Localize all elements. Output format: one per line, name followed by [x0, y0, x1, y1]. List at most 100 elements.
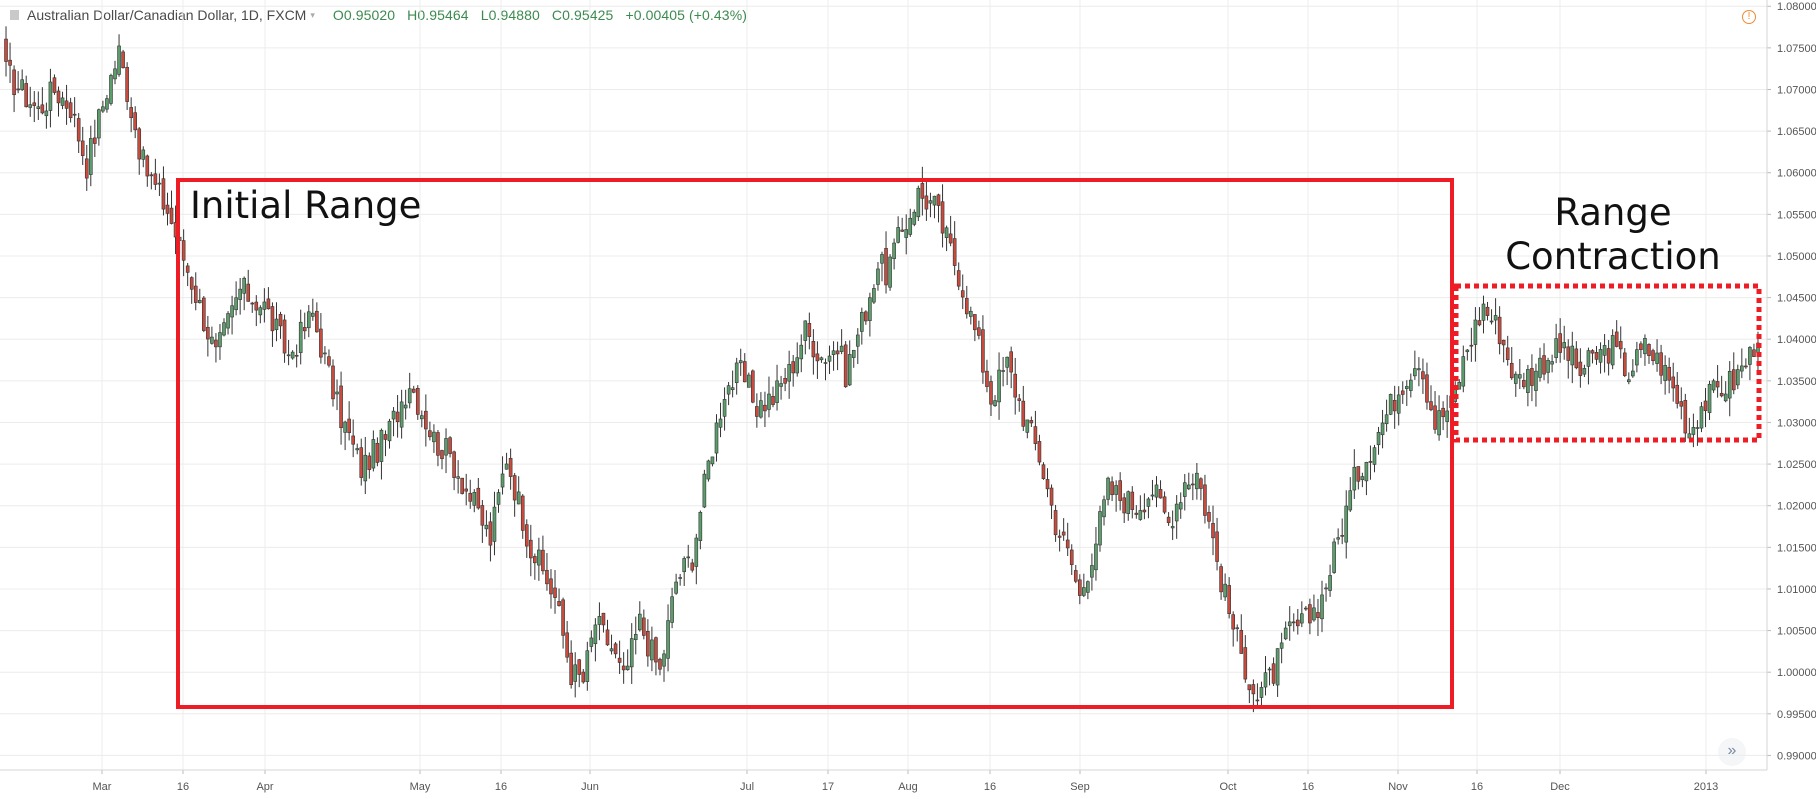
candle-up	[1695, 427, 1700, 429]
candle-down	[367, 455, 372, 470]
candle-down	[1429, 401, 1433, 411]
candle-down	[254, 301, 259, 311]
candle-up	[210, 336, 214, 344]
candle-up	[1546, 360, 1550, 373]
candle-up	[20, 79, 24, 91]
candle-down	[1400, 390, 1405, 395]
candle-up	[888, 256, 892, 288]
candle-down	[1118, 480, 1122, 501]
candle-down	[1752, 349, 1756, 357]
candle-up	[105, 98, 109, 110]
candle-down	[395, 411, 400, 423]
candle-up	[775, 380, 779, 403]
candle-down	[1683, 400, 1688, 434]
candle-up	[908, 217, 913, 235]
chart-legend-bar: Australian Dollar/Canadian Dollar, 1D, F…	[0, 0, 755, 30]
candle-down	[8, 59, 12, 66]
candle-down	[1392, 399, 1397, 412]
candle-down	[468, 492, 473, 502]
candle-down	[206, 326, 210, 340]
candle-down	[1122, 497, 1127, 514]
candle-down	[936, 194, 941, 206]
candle-up	[1170, 526, 1175, 529]
candle-up	[101, 106, 105, 112]
candle-down	[1679, 401, 1684, 407]
candle-up	[1396, 394, 1401, 414]
candle-up	[1235, 627, 1240, 630]
candle-up	[839, 345, 844, 352]
candle-up	[1554, 338, 1558, 358]
candle-down	[1433, 405, 1437, 430]
candle-down	[415, 388, 420, 415]
candle-up	[1138, 510, 1143, 520]
candle-down	[1744, 365, 1748, 368]
candle-up	[407, 388, 412, 404]
x-tick-label: Nov	[1388, 781, 1408, 793]
candle-up	[234, 297, 238, 311]
candle-up	[1279, 642, 1284, 649]
candle-up	[1445, 410, 1449, 422]
candle-up	[306, 311, 311, 329]
symbol-title[interactable]: Australian Dollar/Canadian Dollar, 1D, F…	[27, 7, 307, 23]
candle-up	[1178, 502, 1183, 510]
candle-up	[734, 362, 739, 384]
candle-up	[694, 537, 699, 567]
candle-down	[1231, 614, 1235, 630]
candle-down	[960, 290, 965, 298]
candle-down	[1291, 621, 1296, 624]
candle-down	[1477, 320, 1482, 326]
candle-down	[1191, 483, 1195, 486]
x-tick-label: Dec	[1550, 781, 1570, 793]
candle-down	[452, 451, 456, 478]
candle-down	[1029, 420, 1034, 424]
candle-down	[1719, 392, 1724, 397]
candle-up	[1723, 393, 1728, 402]
y-tick-label: 1.05500	[1777, 209, 1816, 221]
candle-up	[1174, 503, 1179, 522]
candle-down	[121, 51, 125, 69]
candle-up	[855, 334, 860, 347]
candle-up	[1384, 414, 1389, 425]
candle-down	[565, 632, 569, 658]
candle-down	[1073, 570, 1078, 582]
x-tick-label: 16	[984, 781, 996, 793]
candle-up	[868, 297, 872, 321]
double-chevron-right-icon[interactable]: »	[1718, 738, 1746, 766]
y-tick-label: 0.99000	[1777, 750, 1816, 762]
candle-up	[928, 200, 933, 204]
candle-down	[1247, 684, 1252, 691]
candle-up	[1586, 350, 1591, 367]
candle-down	[646, 631, 650, 657]
candle-down	[1356, 466, 1361, 482]
candle-down	[193, 285, 198, 303]
candle-down	[1659, 352, 1663, 376]
x-tick-label: Aug	[898, 781, 918, 793]
candle-down	[294, 354, 299, 357]
candle-up	[399, 401, 404, 428]
candle-down	[981, 329, 985, 373]
candle-up	[1513, 373, 1518, 384]
alert-icon[interactable]: !	[1742, 10, 1756, 24]
candle-down	[1308, 604, 1312, 624]
candle-up	[1328, 575, 1332, 591]
candle-down	[1162, 496, 1167, 513]
candle-down	[1651, 350, 1655, 362]
candle-up	[1146, 498, 1151, 507]
y-tick-label: 1.03000	[1777, 417, 1816, 429]
candle-up	[799, 344, 804, 360]
candle-down	[189, 277, 194, 290]
candle-up	[1404, 386, 1409, 389]
candle-down	[428, 430, 432, 438]
candle-up	[379, 429, 384, 462]
candle-up	[1562, 342, 1567, 349]
candle-up	[1001, 370, 1005, 372]
y-tick-label: 1.07500	[1777, 43, 1816, 55]
candle-down	[1542, 355, 1546, 375]
candle-up	[1352, 466, 1357, 491]
candle-down	[948, 233, 953, 244]
candle-up	[650, 639, 654, 661]
candle-down	[520, 495, 525, 531]
chevron-down-icon[interactable]: ▾	[310, 9, 315, 20]
candle-up	[1437, 410, 1441, 436]
